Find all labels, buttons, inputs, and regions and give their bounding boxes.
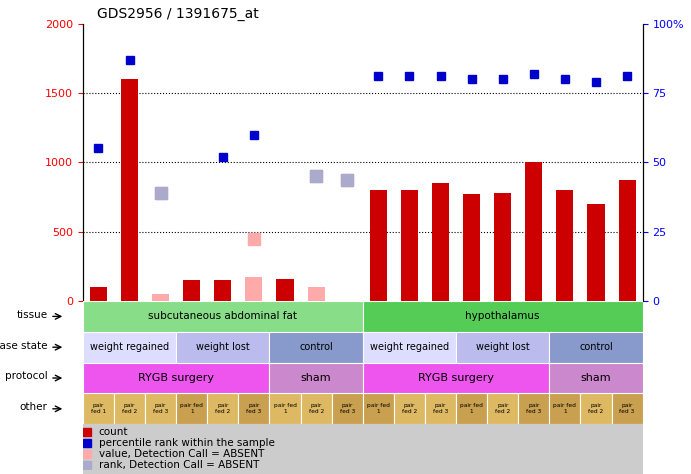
- Bar: [307, 287, 325, 301]
- Text: pair
fed 2: pair fed 2: [495, 403, 511, 414]
- Bar: [121, 79, 138, 301]
- Bar: [90, 287, 107, 301]
- Bar: [176, 332, 269, 363]
- Text: weight regained: weight regained: [90, 342, 169, 352]
- Text: pair
fed 3: pair fed 3: [433, 403, 448, 414]
- Bar: [556, 190, 574, 301]
- Bar: [245, 277, 263, 301]
- Bar: [269, 363, 363, 393]
- Text: value, Detection Call = ABSENT: value, Detection Call = ABSENT: [99, 449, 264, 459]
- Text: pair fed
1: pair fed 1: [180, 403, 203, 414]
- Bar: [394, 393, 425, 424]
- Text: weight regained: weight regained: [370, 342, 449, 352]
- Bar: [549, 363, 643, 393]
- Bar: [276, 279, 294, 301]
- Bar: [549, 332, 643, 363]
- Bar: [618, 180, 636, 301]
- Text: pair fed
1: pair fed 1: [274, 403, 296, 414]
- Text: pair
fed 2: pair fed 2: [308, 403, 324, 414]
- Bar: [269, 393, 301, 424]
- Bar: [370, 190, 387, 301]
- Bar: [612, 393, 643, 424]
- Text: pair
fed 3: pair fed 3: [153, 403, 169, 414]
- Text: pair
fed 2: pair fed 2: [401, 403, 417, 414]
- Bar: [214, 280, 231, 301]
- Text: disease state: disease state: [0, 341, 48, 351]
- Text: sham: sham: [580, 373, 612, 383]
- Bar: [487, 393, 518, 424]
- Text: RYGB surgery: RYGB surgery: [138, 373, 214, 383]
- Text: pair fed
1: pair fed 1: [367, 403, 390, 414]
- Text: pair fed
1: pair fed 1: [553, 403, 576, 414]
- Bar: [332, 393, 363, 424]
- Bar: [176, 393, 207, 424]
- Bar: [114, 393, 145, 424]
- Bar: [525, 163, 542, 301]
- Bar: [401, 190, 418, 301]
- Bar: [363, 332, 456, 363]
- Bar: [363, 393, 394, 424]
- Bar: [83, 393, 114, 424]
- Text: GDS2956 / 1391675_at: GDS2956 / 1391675_at: [97, 7, 258, 21]
- Text: rank, Detection Call = ABSENT: rank, Detection Call = ABSENT: [99, 460, 259, 470]
- Text: pair
fed 1: pair fed 1: [91, 403, 106, 414]
- Bar: [145, 393, 176, 424]
- Text: pair
fed 3: pair fed 3: [619, 403, 635, 414]
- Bar: [456, 393, 487, 424]
- Bar: [301, 393, 332, 424]
- Bar: [269, 332, 363, 363]
- Text: control: control: [579, 342, 613, 352]
- Text: other: other: [20, 402, 48, 412]
- Text: percentile rank within the sample: percentile rank within the sample: [99, 438, 274, 448]
- Bar: [518, 393, 549, 424]
- Bar: [363, 301, 643, 332]
- Bar: [456, 332, 549, 363]
- Text: weight lost: weight lost: [476, 342, 529, 352]
- Bar: [363, 363, 549, 393]
- Bar: [83, 301, 363, 332]
- Text: pair
fed 3: pair fed 3: [526, 403, 542, 414]
- Bar: [152, 294, 169, 301]
- Text: hypothalamus: hypothalamus: [466, 311, 540, 321]
- Text: subcutaneous abdominal fat: subcutaneous abdominal fat: [149, 311, 297, 321]
- Text: pair
fed 2: pair fed 2: [215, 403, 231, 414]
- Bar: [83, 363, 269, 393]
- Bar: [587, 204, 605, 301]
- Text: pair fed
1: pair fed 1: [460, 403, 483, 414]
- Bar: [83, 332, 176, 363]
- Text: sham: sham: [301, 373, 332, 383]
- Bar: [425, 393, 456, 424]
- Bar: [463, 193, 480, 301]
- Bar: [432, 183, 449, 301]
- Text: count: count: [99, 428, 128, 438]
- Text: pair
fed 3: pair fed 3: [339, 403, 355, 414]
- Text: control: control: [299, 342, 333, 352]
- Text: pair
fed 2: pair fed 2: [588, 403, 604, 414]
- Text: pair
fed 3: pair fed 3: [246, 403, 262, 414]
- Bar: [183, 280, 200, 301]
- Text: RYGB surgery: RYGB surgery: [418, 373, 494, 383]
- Bar: [549, 393, 580, 424]
- Bar: [207, 393, 238, 424]
- Text: tissue: tissue: [17, 310, 48, 320]
- Text: protocol: protocol: [5, 372, 48, 382]
- Text: weight lost: weight lost: [196, 342, 249, 352]
- Bar: [580, 393, 612, 424]
- Bar: [83, 301, 643, 474]
- Bar: [494, 193, 511, 301]
- Bar: [238, 393, 269, 424]
- Text: pair
fed 2: pair fed 2: [122, 403, 138, 414]
